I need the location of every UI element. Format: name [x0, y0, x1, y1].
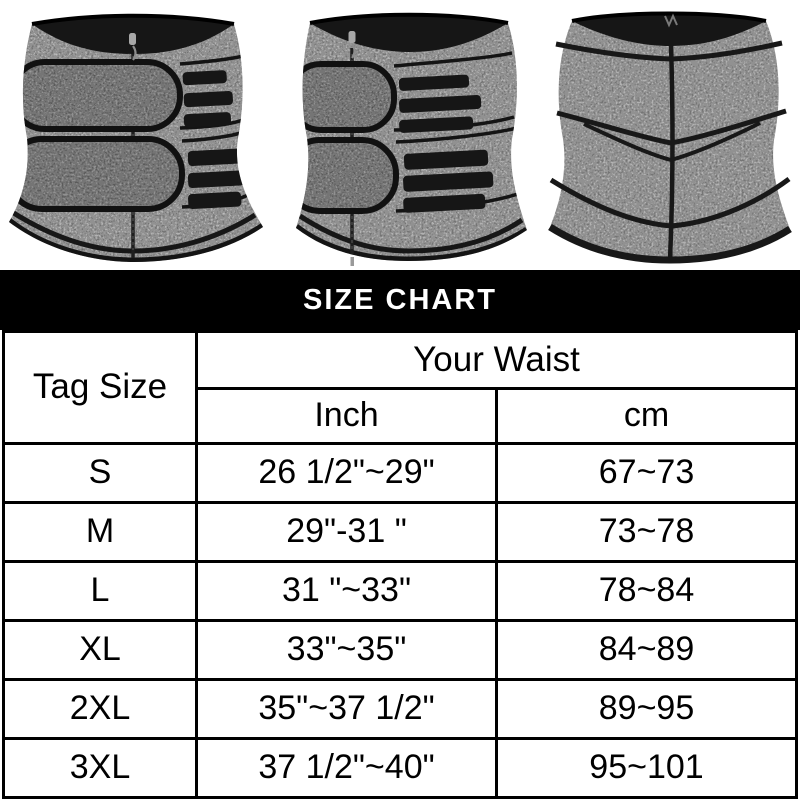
velcro-strap-upper	[296, 61, 397, 133]
waist-trainer-front-image	[296, 12, 527, 266]
zipper-pull-icon	[129, 33, 137, 61]
cm-range-value: 95~101	[495, 737, 798, 799]
header-inch: Inch	[195, 387, 498, 445]
waist-trainer-front-angled-image	[9, 13, 263, 262]
product-image-gallery	[0, 0, 800, 270]
inch-range-value: 33"~35"	[195, 619, 498, 681]
tag-size-value: 2XL	[2, 678, 198, 740]
inch-range-value: 35"~37 1/2"	[195, 678, 498, 740]
velcro-loop-strips	[182, 70, 245, 210]
velcro-strap-lower	[296, 137, 399, 214]
top-opening	[572, 13, 766, 46]
header-cm: cm	[495, 387, 798, 445]
table-row: L 31 "~33" 78~84	[2, 560, 798, 622]
inch-range-value: 26 1/2"~29"	[195, 442, 498, 504]
table-row: 3XL 37 1/2"~40" 95~101	[2, 737, 798, 799]
cm-range-value: 73~78	[495, 501, 798, 563]
velcro-strap-lower	[9, 136, 185, 212]
size-chart-title-bar: SIZE CHART	[0, 270, 800, 330]
inch-range-value: 31 "~33"	[195, 560, 498, 622]
waist-trainer-images	[9, 11, 792, 266]
zipper-tail	[350, 257, 354, 266]
inch-range-value: 29"-31 "	[195, 501, 498, 563]
table-subheader-row: Inch cm	[4, 387, 798, 445]
tag-size-value: L	[2, 560, 198, 622]
garment-body	[550, 13, 790, 261]
cm-range-value: 84~89	[495, 619, 798, 681]
table-row: S 26 1/2"~29" 67~73	[2, 442, 798, 504]
table-row: XL 33"~35" 84~89	[2, 619, 798, 681]
back-seams	[548, 40, 792, 264]
header-your-waist: Your Waist	[195, 330, 798, 390]
table-header-row: Tag Size Your Waist	[2, 330, 798, 445]
tag-size-value: M	[2, 501, 198, 563]
waist-trainer-back-image	[548, 11, 792, 264]
cm-range-value: 78~84	[495, 560, 798, 622]
inch-range-value: 37 1/2"~40"	[195, 737, 498, 799]
size-chart-title: SIZE CHART	[303, 283, 497, 316]
tag-size-value: XL	[2, 619, 198, 681]
tag-size-value: 3XL	[2, 737, 198, 799]
cm-range-value: 89~95	[495, 678, 798, 740]
cm-range-value: 67~73	[495, 442, 798, 504]
back-zipper-icon	[664, 13, 678, 28]
table-row: M 29"-31 " 73~78	[2, 501, 798, 563]
zipper-pull-icon	[348, 31, 356, 59]
velcro-loop-strips	[398, 74, 494, 213]
table-row: 2XL 35"~37 1/2" 89~95	[2, 678, 798, 740]
header-tag-size: Tag Size	[2, 330, 198, 445]
velcro-strap-upper	[9, 59, 183, 132]
tag-size-value: S	[2, 442, 198, 504]
size-chart-table: Tag Size Your Waist Inch cm S 26 1/2"~29…	[2, 330, 798, 799]
top-opening	[310, 14, 508, 52]
